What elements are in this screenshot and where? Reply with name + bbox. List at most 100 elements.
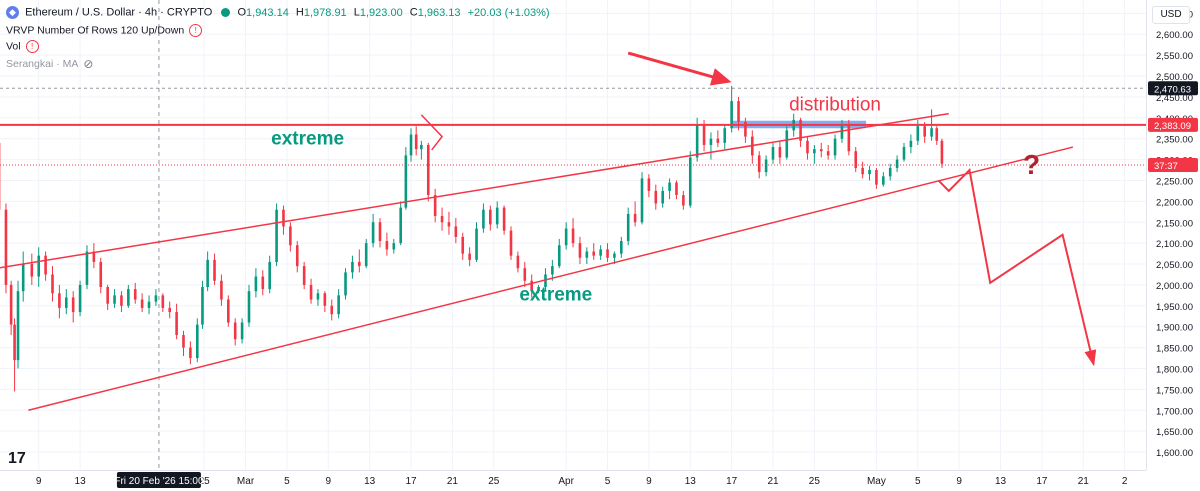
candle: [557, 238, 561, 269]
candle-body: [737, 101, 740, 122]
candle: [133, 282, 137, 304]
candle: [778, 140, 782, 164]
price-label-box: [1148, 158, 1198, 173]
candle: [302, 261, 306, 290]
top-arrow-head: [709, 68, 732, 86]
candle-body: [358, 261, 361, 267]
warning-icon[interactable]: !: [189, 24, 203, 37]
candle-body: [654, 190, 658, 204]
indicator-vrvp[interactable]: VRVP Number Of Rows 120 Up/Down!: [6, 24, 203, 37]
candle-body: [764, 159, 768, 173]
price-label-text: 37:37: [1154, 161, 1178, 172]
candle: [247, 284, 251, 327]
candle: [371, 213, 375, 248]
candle-body: [247, 291, 251, 323]
candle-body: [220, 280, 223, 300]
candle-body: [182, 335, 185, 348]
candle: [227, 295, 230, 327]
time-tick-label: 9: [36, 476, 42, 487]
time-axis-bg: [0, 470, 1146, 491]
candle-body: [240, 322, 244, 340]
candle-body: [716, 138, 720, 143]
candle-body: [120, 295, 123, 306]
candle: [523, 261, 527, 288]
candle-body: [351, 261, 354, 273]
candle-body: [668, 182, 671, 191]
candle-body: [585, 251, 589, 258]
indicator-vol[interactable]: Vol!: [6, 40, 39, 53]
candle-body: [409, 134, 413, 156]
candle-body: [233, 322, 237, 340]
price-label-text: 2,383.09: [1154, 121, 1191, 132]
candle-body: [530, 280, 533, 292]
candle-body: [385, 241, 389, 250]
time-tick-label: 17: [726, 476, 738, 487]
candle-body: [44, 255, 47, 275]
candle: [182, 330, 185, 356]
ohlc-open-key: O: [237, 6, 247, 19]
candle-body: [489, 209, 492, 225]
candle-body: [404, 155, 408, 208]
candle: [233, 318, 237, 346]
candle: [351, 255, 354, 279]
price-tick-label: 1,700.00: [1156, 406, 1193, 417]
candle: [861, 161, 864, 179]
candle-body: [551, 266, 554, 275]
candle: [433, 188, 437, 223]
candle-body: [833, 138, 837, 156]
candle: [909, 134, 913, 154]
candle-body: [378, 222, 382, 242]
price-label-box: [1148, 81, 1198, 96]
candle: [447, 211, 451, 235]
indicator-ma[interactable]: Serangkai · MA ⊘: [6, 57, 93, 71]
candle: [330, 299, 334, 321]
candle: [530, 274, 533, 298]
candle-body: [289, 226, 292, 246]
candle-body: [85, 251, 89, 285]
indicator-ma-label: Serangkai · MA: [6, 58, 79, 70]
candle-body: [189, 347, 192, 359]
candle: [426, 142, 430, 202]
symbol-title[interactable]: Ethereum / U.S. Dollar · 4h · CRYPTO: [25, 6, 213, 19]
warning-icon[interactable]: !: [25, 40, 39, 53]
currency-button[interactable]: USD: [1152, 6, 1190, 24]
candle: [592, 243, 596, 260]
candle-body: [309, 284, 313, 300]
indicator-vol-label: Vol: [6, 40, 21, 53]
price-tick-label: 2,050.00: [1156, 260, 1193, 271]
candle-body: [213, 259, 216, 281]
candle-body: [620, 241, 623, 254]
candle: [58, 284, 61, 319]
candle: [647, 174, 651, 198]
time-tick-label: 9: [326, 476, 332, 487]
candle-body: [557, 245, 561, 267]
candle-body: [475, 228, 478, 260]
candle-body: [516, 255, 520, 269]
candle: [868, 165, 871, 181]
candle: [51, 266, 54, 302]
eye-hidden-icon[interactable]: ⊘: [83, 57, 94, 71]
candle-body: [813, 149, 816, 154]
candle-body: [468, 253, 471, 260]
candle: [826, 144, 830, 160]
candle-body: [502, 207, 506, 231]
candle-body: [633, 213, 637, 223]
time-tick-label: 21: [1078, 476, 1090, 487]
candle: [213, 253, 216, 285]
candle: [475, 222, 478, 262]
candle-body: [861, 167, 864, 175]
time-tick-label: 5: [284, 476, 290, 487]
candle: [482, 203, 485, 233]
candle-body: [940, 140, 944, 164]
candle-body: [147, 301, 151, 308]
candle: [404, 147, 408, 210]
candle: [275, 203, 278, 267]
candle: [633, 201, 637, 227]
candle: [140, 293, 144, 313]
crosshair-time-box: [116, 472, 201, 488]
market-status-dot: [221, 8, 231, 17]
annotation-extreme-top: extreme: [271, 129, 344, 150]
candle-body: [868, 170, 871, 175]
ohlc-close-value: 1,963.13: [417, 6, 461, 19]
